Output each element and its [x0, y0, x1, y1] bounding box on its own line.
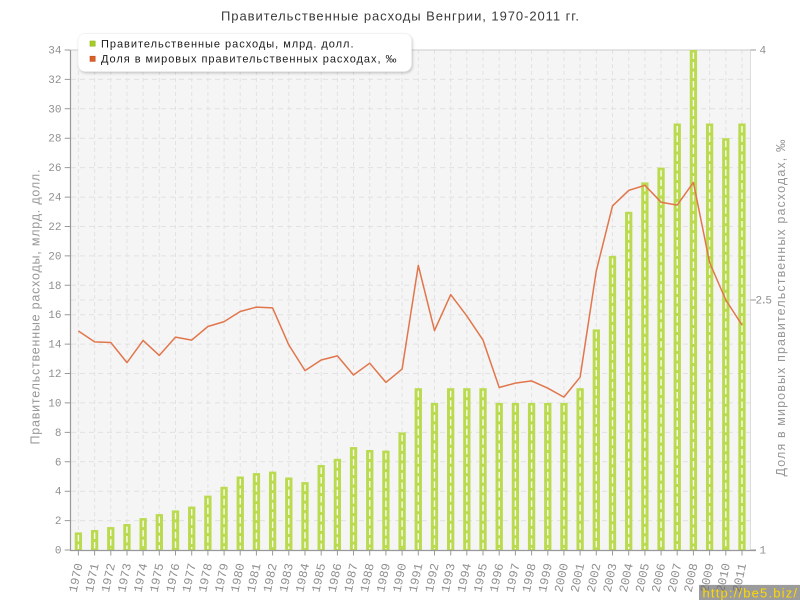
- svg-text:1971: 1971: [83, 562, 103, 594]
- svg-text:14: 14: [48, 340, 62, 352]
- svg-text:20: 20: [48, 251, 61, 263]
- svg-text:2007: 2007: [666, 562, 686, 594]
- svg-text:1978: 1978: [196, 562, 216, 594]
- svg-text:2006: 2006: [649, 562, 669, 594]
- svg-text:2001: 2001: [568, 562, 588, 594]
- svg-text:2008: 2008: [682, 562, 702, 594]
- svg-text:1979: 1979: [212, 562, 232, 594]
- svg-text:1998: 1998: [520, 562, 540, 594]
- svg-text:1999: 1999: [536, 562, 556, 594]
- svg-text:2005: 2005: [633, 562, 653, 594]
- svg-text:1986: 1986: [326, 562, 346, 594]
- svg-text:1989: 1989: [374, 562, 394, 594]
- svg-text:28: 28: [48, 134, 61, 146]
- svg-text:1976: 1976: [164, 562, 184, 594]
- svg-text:Правительственные расходы, млр: Правительственные расходы, млрд. долл.: [101, 38, 354, 50]
- svg-text:1990: 1990: [390, 562, 410, 594]
- svg-text:26: 26: [48, 163, 61, 175]
- svg-text:1973: 1973: [115, 562, 135, 594]
- svg-text:16: 16: [48, 310, 61, 322]
- svg-text:1996: 1996: [488, 562, 508, 594]
- svg-text:1974: 1974: [131, 562, 151, 594]
- svg-text:1984: 1984: [293, 562, 313, 594]
- svg-text:Правительственные расходы, млр: Правительственные расходы, млрд. долл.: [29, 170, 43, 445]
- svg-text:1980: 1980: [229, 562, 249, 594]
- svg-text:1970: 1970: [67, 562, 87, 594]
- svg-text:22: 22: [48, 222, 61, 234]
- svg-text:1982: 1982: [261, 562, 281, 594]
- svg-text:0: 0: [55, 546, 62, 558]
- svg-text:1: 1: [760, 546, 767, 558]
- svg-text:1997: 1997: [504, 562, 524, 594]
- svg-text:4: 4: [760, 46, 767, 58]
- svg-text:1981: 1981: [245, 562, 265, 594]
- svg-text:http://be5.biz/: http://be5.biz/: [703, 586, 798, 601]
- svg-text:2000: 2000: [552, 562, 572, 594]
- svg-text:2.5: 2.5: [756, 296, 773, 308]
- svg-text:8: 8: [55, 428, 62, 440]
- svg-text:1992: 1992: [423, 562, 443, 594]
- svg-text:Доля в мировых правительственн: Доля в мировых правительственных расхода…: [774, 139, 788, 477]
- svg-text:1985: 1985: [310, 562, 330, 594]
- svg-text:2002: 2002: [585, 562, 605, 594]
- svg-text:1972: 1972: [99, 562, 119, 594]
- svg-text:1993: 1993: [439, 562, 459, 594]
- svg-text:1994: 1994: [455, 562, 475, 594]
- svg-text:30: 30: [48, 104, 61, 116]
- svg-text:24: 24: [48, 193, 62, 205]
- svg-text:6: 6: [55, 457, 62, 469]
- svg-text:10: 10: [48, 398, 61, 410]
- svg-text:4: 4: [55, 487, 62, 499]
- svg-text:1991: 1991: [407, 562, 427, 594]
- svg-text:32: 32: [48, 75, 61, 87]
- svg-text:18: 18: [48, 281, 61, 293]
- svg-text:2004: 2004: [617, 562, 637, 594]
- svg-text:1988: 1988: [358, 562, 378, 594]
- svg-text:2003: 2003: [601, 562, 621, 594]
- svg-text:1995: 1995: [471, 562, 491, 594]
- svg-text:12: 12: [48, 369, 61, 381]
- svg-text:Доля в мировых правительственн: Доля в мировых правительственных расхода…: [101, 54, 397, 66]
- svg-text:2: 2: [55, 516, 62, 528]
- svg-text:1975: 1975: [148, 562, 168, 594]
- svg-text:1977: 1977: [180, 562, 200, 594]
- svg-text:1983: 1983: [277, 562, 297, 594]
- svg-text:34: 34: [48, 46, 62, 58]
- svg-text:Правительственные расходы Венг: Правительственные расходы Венгрии, 1970-…: [221, 9, 579, 24]
- svg-text:1987: 1987: [342, 562, 362, 594]
